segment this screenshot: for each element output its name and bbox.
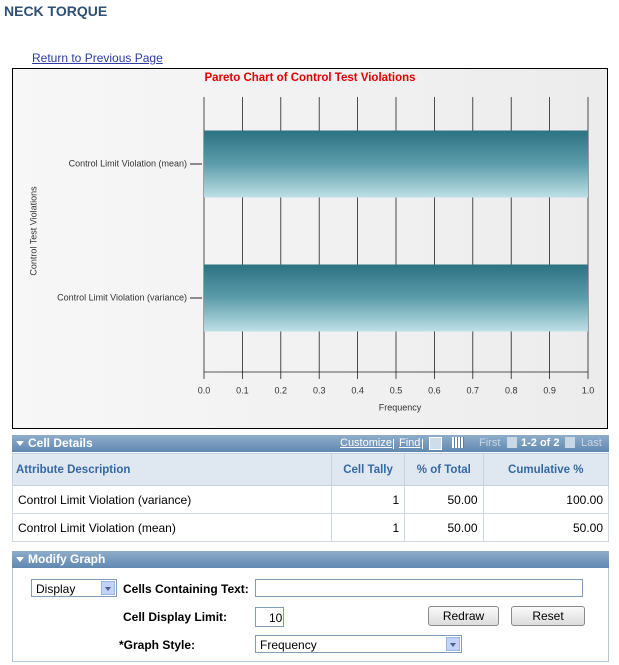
x-tick-label: 0.0 bbox=[198, 385, 211, 395]
limit-input[interactable]: 10 bbox=[255, 607, 284, 627]
modify-graph-header: Modify Graph bbox=[12, 551, 609, 568]
column-header: Cell Tally bbox=[330, 453, 406, 486]
redraw-button[interactable]: Redraw bbox=[428, 606, 499, 626]
page-title: NECK TORQUE bbox=[4, 3, 108, 19]
separator bbox=[393, 439, 394, 449]
x-tick-label: 1.0 bbox=[582, 385, 595, 395]
next-arrow bbox=[565, 437, 575, 448]
x-tick-label: 0.4 bbox=[351, 385, 364, 395]
field-label: Cells Containing Text: bbox=[123, 582, 249, 596]
chart-frame bbox=[12, 68, 608, 429]
y-tick-label: Control Limit Violation (variance) bbox=[57, 292, 187, 302]
table-cell: 50.00 bbox=[404, 485, 484, 514]
table-cell: 100.00 bbox=[482, 485, 609, 514]
x-tick-label: 0.9 bbox=[543, 385, 556, 395]
display-select[interactable]: Display bbox=[31, 579, 117, 597]
table-cell: Control Limit Violation (mean) bbox=[12, 513, 332, 542]
download-icon[interactable] bbox=[452, 437, 464, 448]
table-cell: 50.00 bbox=[482, 513, 609, 542]
return-link[interactable]: Return to Previous Page bbox=[32, 51, 163, 65]
table-cell: 50.00 bbox=[404, 513, 484, 542]
cells-text-input[interactable] bbox=[255, 579, 583, 597]
last-link: Last bbox=[581, 437, 602, 449]
prev-arrow bbox=[507, 437, 517, 448]
table-cell: Control Limit Violation (variance) bbox=[12, 485, 332, 514]
section-title: Cell Details bbox=[28, 436, 93, 450]
x-tick-label: 0.2 bbox=[275, 385, 288, 395]
section-title: Modify Graph bbox=[28, 552, 106, 566]
field-label: Cell Display Limit: bbox=[123, 610, 228, 624]
view-all-icon[interactable] bbox=[429, 437, 442, 450]
customize-link[interactable]: Customize bbox=[340, 437, 392, 449]
cell-details-header: Cell Details Customize Find First 1-2 of… bbox=[12, 435, 609, 452]
x-tick-label: 0.7 bbox=[467, 385, 480, 395]
select-value: Frequency bbox=[260, 638, 317, 652]
bar bbox=[204, 264, 588, 332]
graph-style-select[interactable]: Frequency bbox=[255, 635, 462, 653]
x-tick-label: 0.8 bbox=[505, 385, 518, 395]
chart: Pareto Chart of Control Test Violations … bbox=[12, 68, 608, 429]
select-value: Display bbox=[36, 582, 76, 596]
table-row: Control Limit Violation (mean) 1 50.00 50.0… bbox=[12, 513, 609, 542]
x-axis-label: Frequency bbox=[379, 402, 422, 412]
x-tick-label: 0.5 bbox=[390, 385, 403, 395]
page-count: 1-2 of 2 bbox=[521, 437, 560, 449]
x-tick-label: 0.3 bbox=[313, 385, 326, 395]
cell-details-table: Attribute Description Cell Tally% of Tota… bbox=[12, 453, 609, 542]
x-tick-label: 0.1 bbox=[236, 385, 249, 395]
y-tick-label: Control Limit Violation (mean) bbox=[69, 158, 187, 168]
column-header: Cumulative % bbox=[482, 453, 609, 486]
y-axis-label: Control Test Violations bbox=[28, 186, 38, 276]
table-cell: 1 bbox=[330, 513, 406, 542]
bar bbox=[204, 130, 588, 198]
table-row: Control Limit Violation (variance) 1 50.00… bbox=[12, 485, 609, 514]
x-tick-label: 0.6 bbox=[428, 385, 441, 395]
chart-title: Pareto Chart of Control Test Violations bbox=[204, 72, 415, 84]
field-label: *Graph Style: bbox=[119, 638, 196, 652]
table-cell: 1 bbox=[330, 485, 406, 514]
reset-button[interactable]: Reset bbox=[511, 606, 585, 626]
separator bbox=[422, 439, 423, 449]
find-link[interactable]: Find bbox=[399, 437, 421, 449]
column-header: % of Total bbox=[404, 453, 484, 486]
first-link: First bbox=[479, 437, 501, 449]
column-header: Attribute Description bbox=[12, 453, 332, 486]
